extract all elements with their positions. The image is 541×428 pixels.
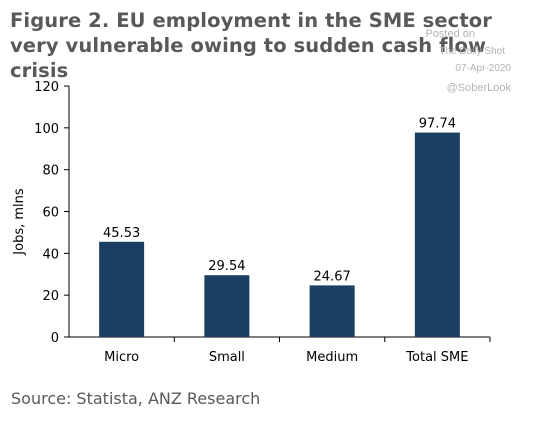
y-tick-label: 60	[42, 206, 59, 221]
data-label: 29.54	[208, 259, 245, 274]
data-label: 97.74	[419, 117, 456, 132]
y-tick-label: 20	[42, 289, 59, 304]
watermark-source: The Daily Shot	[439, 46, 505, 57]
x-tick-label: Small	[209, 350, 245, 365]
bar-total-sme	[414, 132, 460, 337]
y-axis-label: Jobs, mlns	[12, 188, 27, 256]
x-tick-label: Micro	[104, 350, 139, 365]
x-tick-label: Total SME	[405, 350, 468, 365]
data-label: 45.53	[103, 226, 140, 241]
y-tick-label: 80	[42, 164, 59, 179]
x-tick-label: Medium	[306, 350, 358, 365]
y-tick-label: 0	[51, 331, 59, 346]
source-note: Source: Statista, ANZ Research	[11, 389, 261, 408]
y-tick-label: 40	[42, 247, 59, 262]
watermark-handle: @SoberLook	[446, 82, 511, 94]
chart-title: Figure 2. EU employment in the SME secto…	[10, 9, 492, 82]
y-tick-label: 120	[34, 80, 59, 95]
bar-medium	[309, 285, 355, 337]
watermark-date: 07-Apr-2020	[455, 63, 511, 74]
watermark-posted: Posted on	[425, 28, 475, 40]
data-label: 24.67	[314, 269, 351, 284]
y-tick-label: 100	[34, 122, 59, 137]
bar-small	[204, 275, 250, 337]
bar-micro	[99, 241, 145, 337]
